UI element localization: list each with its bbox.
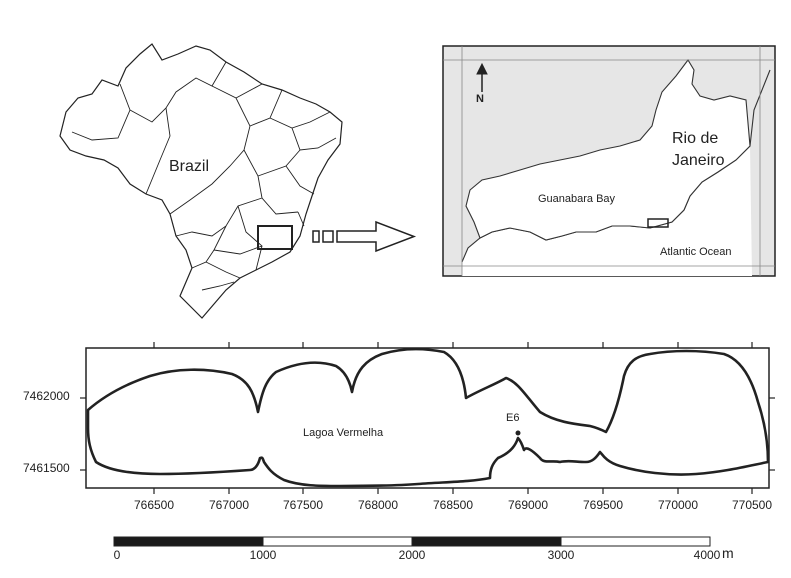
scale-segment-3 [411, 536, 562, 547]
x-tick-label: 767000 [208, 498, 250, 512]
inset-grid-lines [443, 46, 775, 276]
rio-label-line1: Rio de [672, 130, 719, 147]
x-tick-label: 768000 [357, 498, 399, 512]
brazil-map [59, 43, 343, 319]
inset-map [442, 45, 776, 277]
detail-map [80, 342, 775, 494]
lagoon-shoreline [86, 347, 770, 488]
detail-frame [85, 347, 770, 489]
scale-bar [113, 536, 711, 547]
scale-segment-1 [113, 536, 264, 547]
x-tick-label: 769000 [507, 498, 549, 512]
scale-unit-label: m [722, 545, 734, 561]
zoom-arrow [312, 220, 417, 253]
scale-tick-label: 3000 [547, 548, 575, 562]
north-arrow [476, 62, 488, 92]
rio-de-janeiro-label: Rio de Janeiro [672, 128, 724, 172]
y-tick-label: 7461500 [23, 461, 70, 475]
x-tick-label: 768500 [432, 498, 474, 512]
inset-locator-box [647, 218, 669, 228]
y-tick-label: 7462000 [23, 389, 70, 403]
scale-tick-label: 1000 [249, 548, 277, 562]
atlantic-ocean-label: Atlantic Ocean [660, 246, 732, 258]
x-tick-label: 770500 [731, 498, 773, 512]
guanabara-bay-label: Guanabara Bay [538, 193, 616, 205]
scale-tick-label: 4000 [693, 548, 721, 562]
scale-tick-label: 0 [113, 548, 121, 562]
ocean-area [462, 146, 752, 276]
rio-label-line2: Janeiro [672, 152, 725, 169]
detail-ticks [80, 342, 775, 494]
scale-segment-2 [262, 536, 413, 547]
x-tick-label: 767500 [282, 498, 324, 512]
bay-coastline [465, 59, 751, 241]
brazil-outline [59, 43, 343, 319]
lagoa-vermelha-label: Lagoa Vermelha [303, 427, 384, 439]
scale-segment-4 [560, 536, 711, 547]
brazil-state-borders [71, 61, 337, 291]
brazil-label: Brazil [169, 158, 210, 175]
x-tick-label: 769500 [582, 498, 624, 512]
scale-tick-label: 2000 [398, 548, 426, 562]
north-arrow-label: N [476, 93, 484, 105]
station-e6-marker [515, 430, 521, 436]
x-tick-label: 770000 [657, 498, 699, 512]
station-e6-label: E6 [506, 412, 520, 424]
x-tick-label: 766500 [133, 498, 175, 512]
brazil-locator-box [257, 225, 293, 250]
